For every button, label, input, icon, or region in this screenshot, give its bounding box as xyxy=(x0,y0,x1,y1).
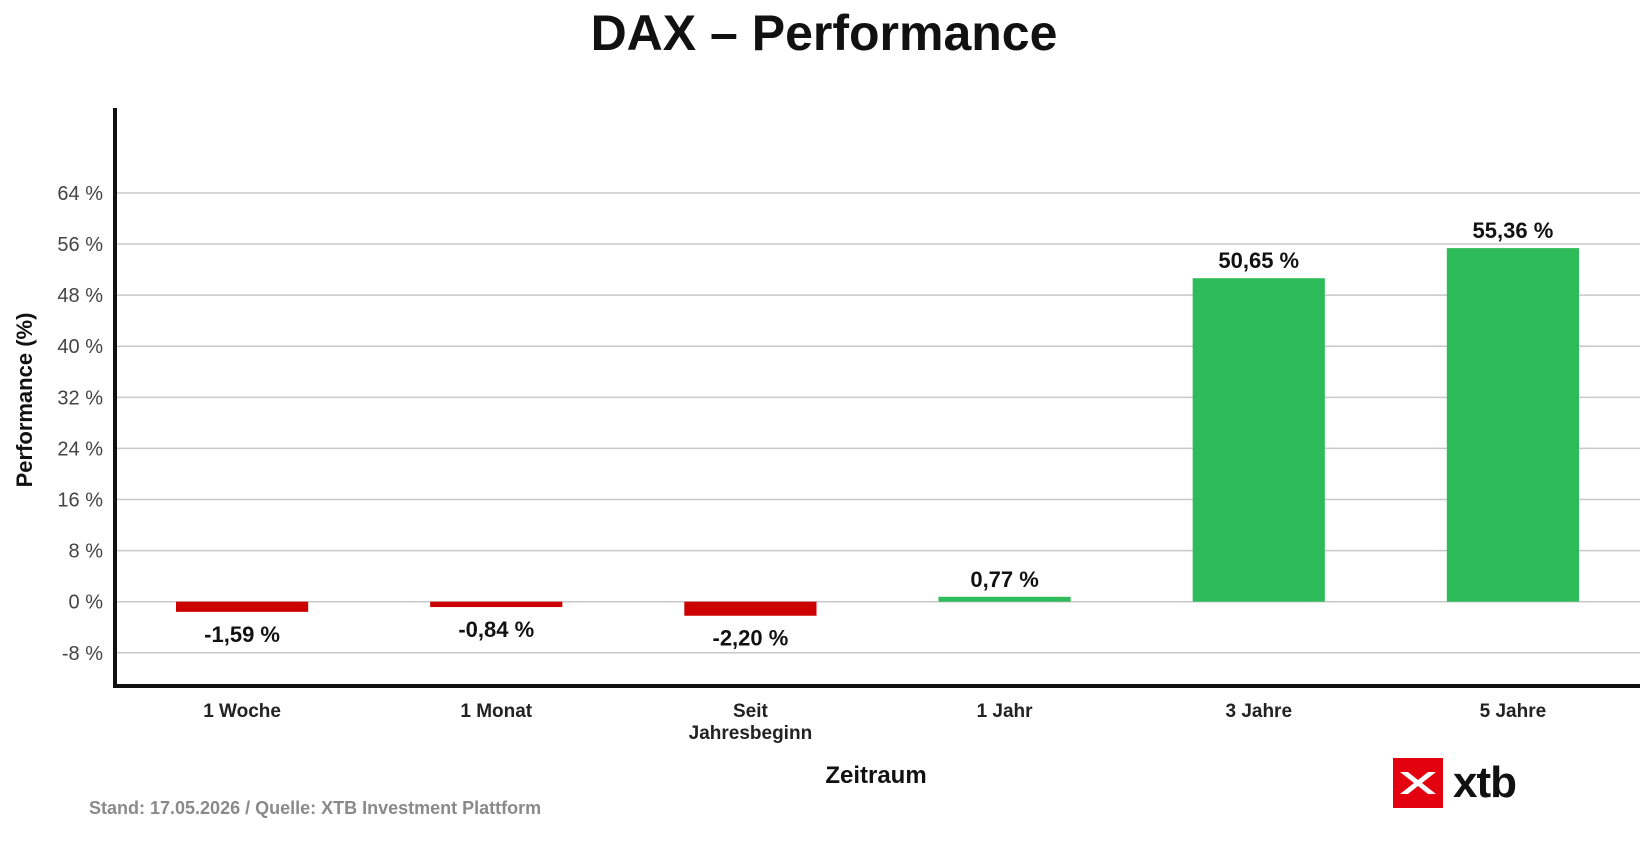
y-tick-label: -8 % xyxy=(62,643,103,665)
xtb-x-logo-icon xyxy=(1393,758,1443,808)
x-axis-label: Zeitraum xyxy=(825,762,926,789)
bar xyxy=(938,596,1071,602)
x-tick-label: 1 Jahr xyxy=(977,701,1034,722)
y-tick-label: 56 % xyxy=(57,234,103,256)
data-label: -0,84 % xyxy=(458,617,534,642)
y-tick-label: 8 % xyxy=(69,541,104,563)
y-tick-label: 0 % xyxy=(69,592,104,614)
y-tick-label: 40 % xyxy=(57,336,103,358)
y-tick-label: 64 % xyxy=(57,183,103,205)
y-tick-label: 48 % xyxy=(57,285,103,307)
x-tick-label: Seit xyxy=(733,701,769,722)
gridlines xyxy=(115,192,1640,654)
x-tick-label: Jahresbeginn xyxy=(689,723,813,744)
y-axis-label: Performance (%) xyxy=(12,313,37,488)
x-tick-label: 1 Woche xyxy=(203,701,281,722)
xtb-logo: xtb xyxy=(1393,758,1517,808)
chart-title: DAX – Performance xyxy=(591,5,1058,61)
bar xyxy=(1192,278,1325,602)
x-mark-icon xyxy=(1400,772,1436,794)
bars xyxy=(176,248,1579,616)
value-labels: -1,59 % -0,84 % -2,20 % 0,77 % 50,65 % 55,36 … xyxy=(204,218,1553,651)
data-label: -1,59 % xyxy=(204,622,280,647)
data-label: 55,36 % xyxy=(1473,218,1554,243)
bar xyxy=(176,601,309,612)
x-tick-label: 1 Monat xyxy=(460,701,532,722)
y-tick-label: 24 % xyxy=(57,438,103,460)
bar xyxy=(1446,248,1579,602)
y-tick-label: 16 % xyxy=(57,490,103,512)
x-tick-label: 5 Jahre xyxy=(1480,701,1547,722)
source-footnote: Stand: 17.05.2026 / Quelle: XTB Investme… xyxy=(89,798,542,818)
data-label: 0,77 % xyxy=(970,567,1039,592)
data-label: 50,65 % xyxy=(1218,248,1299,273)
data-label: -2,20 % xyxy=(713,626,789,651)
y-axis-ticks: -8 % 0 % 8 % 16 % 24 % 32 % 40 % 48 % 56 % 64 % xyxy=(57,183,103,665)
x-tick-label: 3 Jahre xyxy=(1225,701,1292,722)
bar xyxy=(684,601,817,616)
bar xyxy=(430,601,563,608)
xtb-logo-text: xtb xyxy=(1453,758,1517,807)
y-tick-label: 32 % xyxy=(57,387,103,409)
